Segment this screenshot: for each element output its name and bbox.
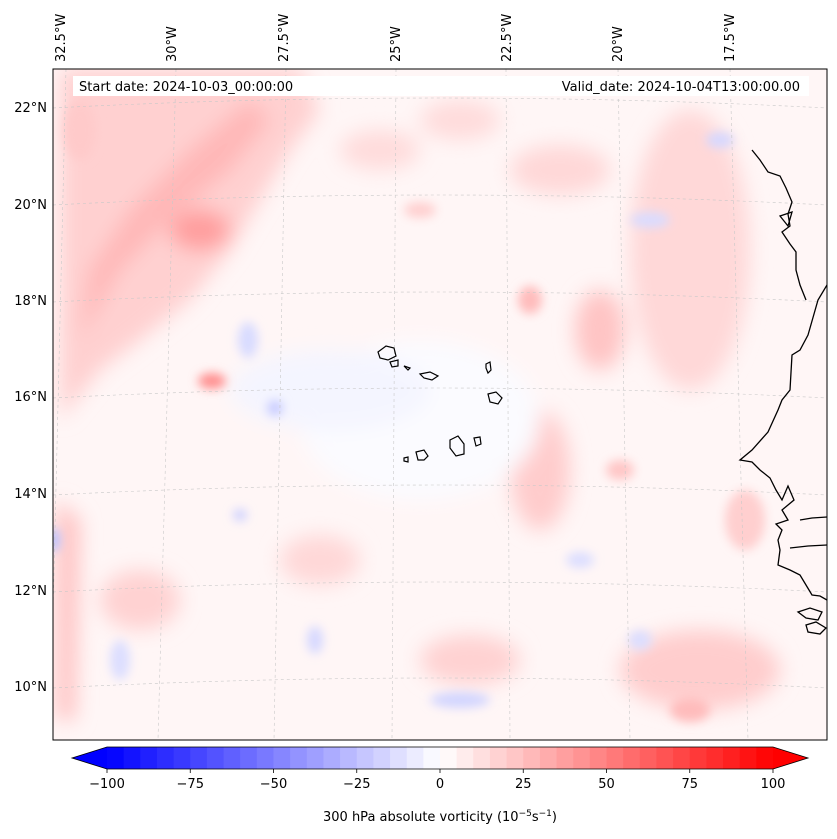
coast-islet	[796, 607, 823, 621]
lat-label: 16°N	[14, 390, 47, 405]
colorbar-tick-label: −100	[89, 777, 125, 792]
colorbar-segment	[723, 747, 741, 769]
colorbar-segment	[756, 747, 774, 769]
colorbar-segment	[340, 747, 358, 769]
lon-label: 20°W	[611, 26, 626, 62]
colorbar-segment	[140, 747, 158, 769]
lon-label: 22.5°W	[500, 14, 515, 62]
vorticity-field	[53, 69, 780, 722]
colorbar-segment	[556, 747, 574, 769]
map-frame	[52, 68, 828, 741]
colorbar-tick-label: −50	[260, 777, 287, 792]
colorbar-segment	[539, 747, 558, 769]
colorbar-segment	[323, 747, 341, 769]
lat-label: 22°N	[14, 101, 47, 116]
coastlines	[738, 149, 827, 635]
date-header-box	[73, 76, 809, 96]
colorbar-segment	[673, 747, 691, 769]
lat-label: 20°N	[14, 198, 47, 213]
lat-label: 14°N	[14, 487, 47, 502]
colorbar-tick-label: −25	[343, 777, 370, 792]
coast-estuary-2	[789, 544, 827, 549]
colorbar-segment	[107, 747, 125, 769]
valid-date-label: Valid_date: 2024-10-04T13:00:00.00	[562, 80, 800, 95]
colorbar-segment	[206, 747, 225, 769]
africa-coastline	[738, 284, 827, 601]
lon-labels: 32.5°W 30°W 27.5°W 25°W 22.5°W 20°W 17.5…	[54, 14, 738, 62]
colorbar-segment	[156, 747, 175, 769]
cape-verde-islands	[377, 345, 503, 463]
colorbar-segment	[573, 747, 591, 769]
colorbar-segment	[689, 747, 707, 769]
colorbar-segment	[373, 747, 391, 769]
colorbar-segment	[656, 747, 674, 769]
colorbar-segment	[290, 747, 308, 769]
lat-label: 10°N	[14, 680, 47, 695]
coast-mauritania-north	[751, 149, 807, 301]
map-panel	[53, 69, 827, 740]
colorbar-tick-label: 100	[761, 777, 786, 792]
colorbar-tick-label: 75	[681, 777, 698, 792]
lon-label: 32.5°W	[54, 14, 69, 62]
colorbar-segments	[107, 747, 774, 769]
colorbar-segment	[706, 747, 724, 769]
colorbar-tick-label: −75	[177, 777, 204, 792]
colorbar-segment	[589, 747, 608, 769]
colorbar-segment	[623, 747, 641, 769]
colorbar-segment	[473, 747, 491, 769]
lat-label: 18°N	[14, 294, 47, 309]
lon-label: 30°W	[165, 26, 180, 62]
coast-estuary	[799, 516, 827, 521]
graticule	[53, 69, 827, 740]
colorbar-segment	[223, 747, 241, 769]
lat-labels: 22°N 20°N 18°N 16°N 14°N 12°N 10°N	[14, 101, 47, 695]
colorbar-segment	[489, 747, 508, 769]
colorbar-segment	[240, 747, 258, 769]
coast-islet-3	[778, 210, 793, 228]
colorbar-segment	[190, 747, 208, 769]
colorbar-max-arrow	[773, 747, 808, 769]
colorbar: −100 −75 −50 −25 0 25 50 75 100 300 hPa absolute…	[70, 746, 810, 825]
colorbar-tick-label: 0	[436, 777, 444, 792]
colorbar-segment	[456, 747, 474, 769]
lon-label: 17.5°W	[723, 14, 738, 62]
colorbar-segment	[739, 747, 757, 769]
colorbar-segment	[406, 747, 424, 769]
colorbar-segment	[606, 747, 624, 769]
colorbar-segment	[506, 747, 524, 769]
lon-label: 27.5°W	[277, 14, 292, 62]
colorbar-segment	[390, 747, 408, 769]
colorbar-ticks: −100 −75 −50 −25 0 25 50 75 100	[89, 769, 785, 792]
colorbar-segment	[273, 747, 291, 769]
colorbar-segment	[423, 747, 441, 769]
colorbar-min-arrow	[72, 747, 107, 769]
colorbar-segment	[123, 747, 141, 769]
colorbar-label: 300 hPa absolute vorticity (10−5s−1)	[323, 809, 557, 825]
colorbar-tick-label: 25	[515, 777, 532, 792]
colorbar-segment	[306, 747, 325, 769]
colorbar-segment	[173, 747, 191, 769]
lat-label: 12°N	[14, 584, 47, 599]
coast-islet-2	[805, 621, 827, 635]
start-date-label: Start date: 2024-10-03_00:00:00	[79, 80, 293, 95]
lon-label: 25°W	[389, 26, 404, 62]
colorbar-segment	[356, 747, 374, 769]
colorbar-segment	[256, 747, 275, 769]
colorbar-tick-label: 50	[598, 777, 615, 792]
colorbar-segment	[639, 747, 658, 769]
colorbar-segment	[440, 747, 458, 769]
colorbar-segment	[523, 747, 541, 769]
